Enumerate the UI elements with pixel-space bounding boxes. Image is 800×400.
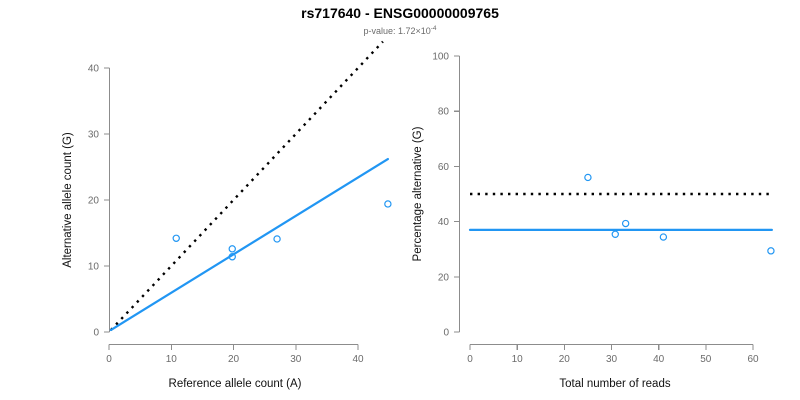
right-y-tick-60: 60 bbox=[438, 162, 450, 173]
left-regression-line bbox=[109, 157, 389, 332]
data-point bbox=[584, 173, 592, 182]
right-x-axis-line bbox=[469, 343, 754, 350]
left-y-axis-title: Alternative allele count (G) bbox=[62, 132, 74, 268]
data-point bbox=[228, 245, 236, 253]
data-point bbox=[611, 230, 619, 238]
left-x-tick-40: 40 bbox=[352, 354, 364, 365]
right-x-tick-20: 20 bbox=[559, 354, 571, 365]
right-x-tick-30: 30 bbox=[606, 354, 618, 365]
right-y-axis-line bbox=[454, 55, 461, 333]
left-reference-line bbox=[109, 40, 384, 331]
right-x-tick-10: 10 bbox=[512, 354, 524, 365]
data-point bbox=[767, 247, 775, 255]
data-point bbox=[621, 219, 630, 228]
left-x-tick-0: 0 bbox=[106, 354, 112, 365]
panel-allele-counts: 0 10 20 30 40 0 10 20 30 40 Reference al… bbox=[62, 40, 392, 390]
left-x-tick-30: 30 bbox=[290, 354, 302, 365]
data-point bbox=[172, 234, 180, 242]
right-x-axis-title: Total number of reads bbox=[559, 378, 670, 390]
right-y-axis-title: Percentage alternative (G) bbox=[412, 126, 424, 261]
left-x-axis-line bbox=[108, 343, 359, 350]
data-point bbox=[384, 200, 392, 208]
right-y-tick-100: 100 bbox=[432, 52, 449, 63]
left-y-axis-line bbox=[104, 67, 111, 333]
left-x-tick-10: 10 bbox=[166, 354, 178, 365]
left-x-axis-title: Reference allele count (A) bbox=[169, 378, 302, 390]
right-x-tick-60: 60 bbox=[747, 354, 759, 365]
right-y-tick-0: 0 bbox=[443, 328, 449, 339]
data-point bbox=[228, 253, 236, 261]
left-y-tick-20: 20 bbox=[88, 196, 100, 207]
left-y-tick-0: 0 bbox=[93, 328, 99, 339]
left-y-tick-30: 30 bbox=[88, 130, 100, 141]
figure-subtitle-exponent: -4 bbox=[431, 25, 437, 32]
right-data-points bbox=[584, 173, 775, 255]
panel-percentage-alternative: 0 20 40 60 80 100 0 10 20 30 40 50 60 To… bbox=[412, 52, 775, 390]
left-x-tick-20: 20 bbox=[228, 354, 240, 365]
left-plot-data bbox=[109, 40, 392, 332]
left-y-tick-40: 40 bbox=[88, 64, 100, 75]
right-y-tick-20: 20 bbox=[438, 272, 450, 283]
right-x-tick-50: 50 bbox=[700, 354, 712, 365]
figure-subtitle-text: p-value: 1.72×10 bbox=[363, 26, 430, 36]
right-x-tick-40: 40 bbox=[653, 354, 665, 365]
left-data-points bbox=[172, 200, 392, 261]
right-y-tick-80: 80 bbox=[438, 107, 450, 118]
right-x-tick-0: 0 bbox=[467, 354, 473, 365]
figure-title: rs717640 - ENSG00000009765 bbox=[301, 5, 499, 21]
figure-subtitle: p-value: 1.72×10-4 bbox=[363, 25, 436, 36]
left-y-tick-10: 10 bbox=[88, 262, 100, 273]
data-point bbox=[659, 233, 668, 241]
right-plot-data bbox=[468, 173, 775, 255]
right-y-tick-40: 40 bbox=[438, 217, 450, 228]
data-point bbox=[273, 235, 281, 243]
